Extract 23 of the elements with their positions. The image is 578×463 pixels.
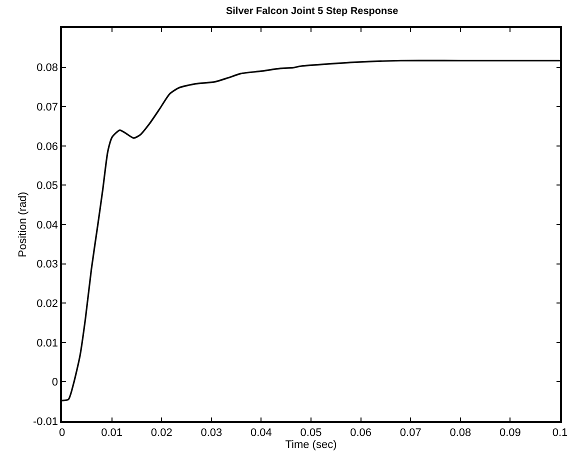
y-tick-label: 0.04 xyxy=(36,219,58,232)
y-tick-label: 0.05 xyxy=(36,180,58,192)
x-tick-label: 0.08 xyxy=(450,426,472,439)
x-tick-label: 0.09 xyxy=(499,426,521,439)
x-tick-label: 0.01 xyxy=(101,426,123,439)
y-tick-label: 0.06 xyxy=(36,140,58,153)
x-axis-title: Time (sec) xyxy=(285,438,337,451)
y-tick-label: 0.07 xyxy=(36,101,58,114)
y-tick-label: 0.02 xyxy=(36,298,58,310)
x-tick-label: 0.02 xyxy=(150,426,172,439)
y-tick-label: -0.01 xyxy=(32,416,58,428)
x-tick-label: 0.1 xyxy=(552,426,568,439)
y-tick-label: 0.03 xyxy=(36,258,58,271)
y-tick-label: 0.08 xyxy=(36,62,58,74)
x-tick-label: 0.05 xyxy=(300,426,322,439)
y-tick-label: 0.01 xyxy=(36,337,58,350)
y-axis-title: Position (rad) xyxy=(17,192,30,258)
x-tick-label: 0.07 xyxy=(400,426,422,439)
x-tick-label: 0.06 xyxy=(350,426,372,439)
x-tick-label: 0.04 xyxy=(250,426,272,439)
x-tick-label: 0.03 xyxy=(200,426,222,439)
chart-title: Silver Falcon Joint 5 Step Response xyxy=(226,6,399,17)
y-tick-label: 0 xyxy=(52,376,58,389)
